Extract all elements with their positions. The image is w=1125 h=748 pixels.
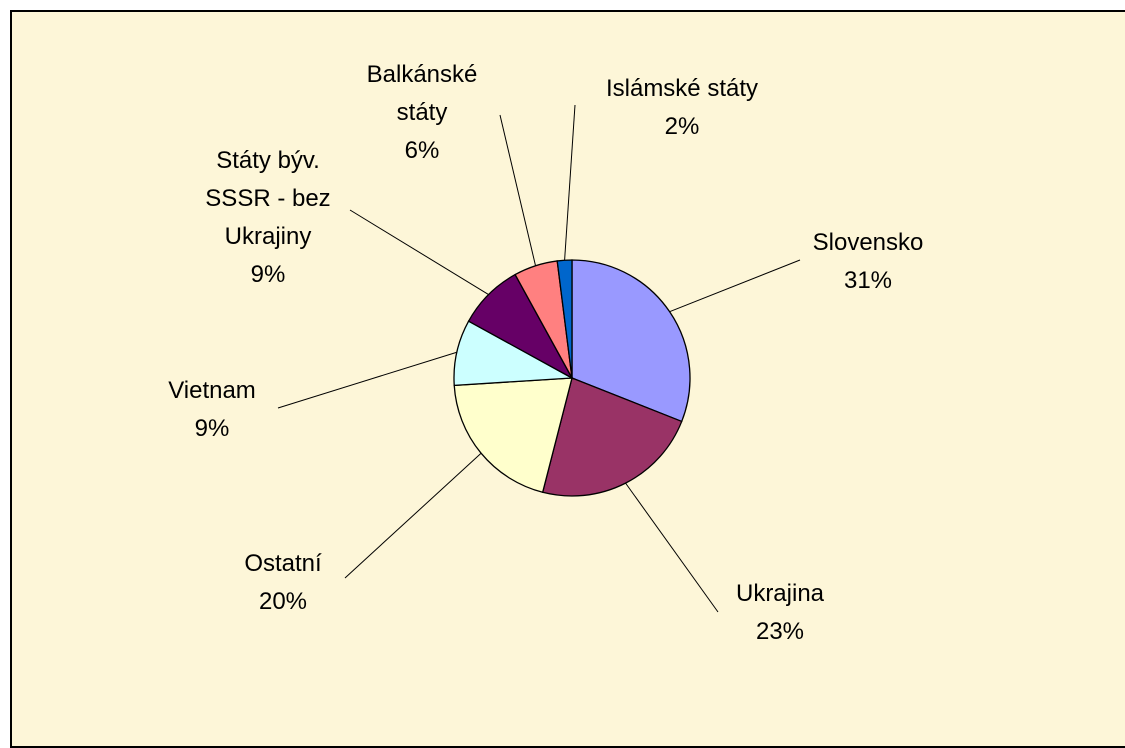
slice-label: Slovensko 31% — [768, 224, 968, 300]
category-label: Slovensko — [812, 229, 924, 256]
value-label: 20% — [258, 588, 308, 615]
slice-label: Islámské státy 2% — [552, 70, 812, 146]
category-label: Islámské státy — [605, 75, 759, 102]
leader-line — [277, 351, 457, 409]
pie-slice — [453, 377, 573, 494]
slice-label: Ostatní 20% — [183, 545, 383, 621]
slice-label: Ukrajina 23% — [680, 575, 880, 651]
value-label: 23% — [755, 618, 805, 645]
category-label: Balkánské státy — [366, 61, 478, 126]
leader-line — [499, 114, 537, 266]
category-label: Vietnam — [168, 377, 256, 404]
slice-label: Vietnam 9% — [112, 372, 312, 448]
leader-line — [669, 259, 801, 313]
slice-label: Státy býv. SSSR - bez Ukrajiny 9% — [181, 142, 356, 294]
value-label: 9% — [194, 415, 230, 442]
value-label: 6% — [404, 137, 440, 164]
leader-line — [349, 209, 489, 295]
leader-line — [344, 452, 482, 579]
value-label: 9% — [250, 261, 286, 288]
slice-label: Balkánské státy 6% — [352, 56, 492, 170]
value-label: 2% — [664, 113, 700, 140]
leader-line — [625, 482, 719, 613]
category-label: Státy býv. SSSR - bez Ukrajiny — [205, 147, 331, 250]
pie-slice — [541, 377, 683, 497]
category-label: Ukrajina — [735, 580, 825, 607]
leader-line — [564, 104, 576, 261]
value-label: 31% — [843, 267, 893, 294]
category-label: Ostatní — [244, 550, 322, 577]
